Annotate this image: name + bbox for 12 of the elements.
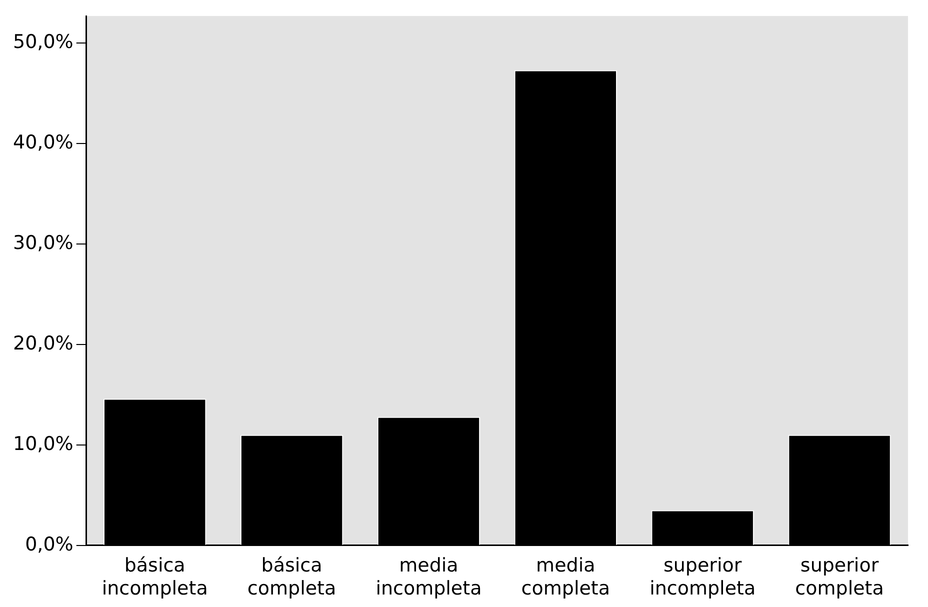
y-tick-label: 10,0%	[13, 432, 74, 455]
y-tick-label: 0,0%	[25, 533, 74, 556]
x-tick-label: superior completa	[795, 554, 884, 600]
x-tick-label: media completa	[521, 554, 610, 600]
y-tick-label: 40,0%	[13, 132, 74, 154]
y-tick-label: 50,0%	[13, 31, 74, 54]
x-tick-label: básica incompleta	[102, 554, 208, 600]
y-tick-label: 30,0%	[13, 232, 74, 254]
x-tick-label: básica completa	[247, 554, 336, 600]
x-tick-label: media incompleta	[376, 554, 482, 600]
y-tick-label: 20,0%	[13, 332, 74, 354]
x-tick-label: superior incompleta	[650, 554, 756, 600]
